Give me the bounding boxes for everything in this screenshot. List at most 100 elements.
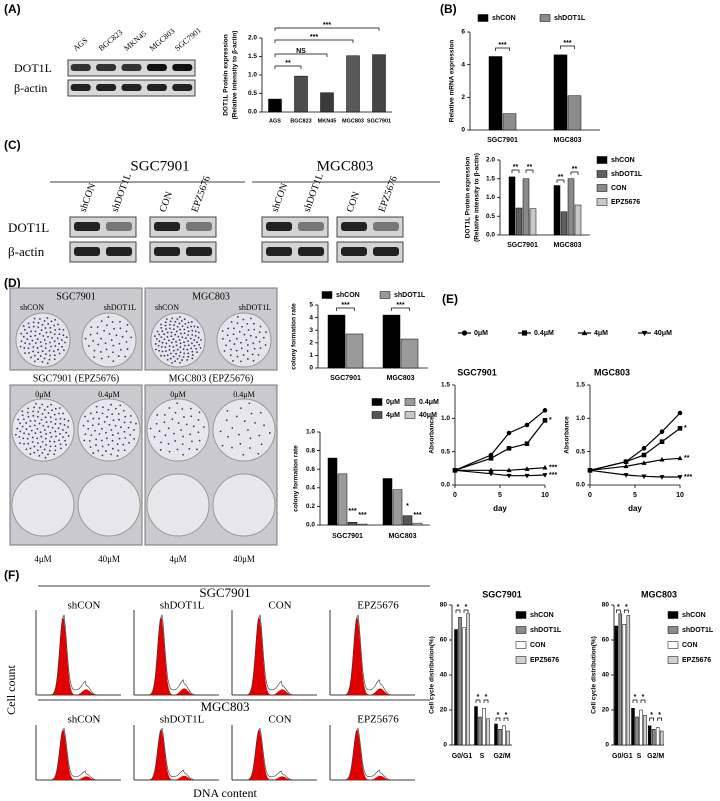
bar <box>502 113 517 131</box>
bar <box>382 478 393 526</box>
colony <box>41 350 44 353</box>
y-tick-label: 0 <box>309 365 313 372</box>
colony <box>243 333 246 336</box>
colony <box>190 415 193 418</box>
colony <box>29 453 32 455</box>
colony <box>191 329 194 332</box>
marker <box>506 446 512 451</box>
marker <box>521 330 528 336</box>
colony <box>166 335 169 338</box>
colony <box>111 413 114 415</box>
bar <box>327 457 338 526</box>
significance-bracket <box>336 307 355 311</box>
colony <box>36 347 39 349</box>
series-line <box>589 457 681 471</box>
colony <box>14 433 17 436</box>
colony <box>54 423 57 425</box>
colony <box>227 435 230 438</box>
colony <box>42 424 45 427</box>
colony <box>251 353 254 356</box>
bar <box>466 613 470 746</box>
marker <box>542 418 548 423</box>
colony <box>191 357 194 360</box>
colony <box>105 431 107 434</box>
y-tick-label: 0.0 <box>306 522 315 529</box>
colony <box>169 327 171 330</box>
colony <box>36 428 39 430</box>
colony <box>58 333 61 336</box>
y-tick-label: 4 <box>461 61 465 68</box>
significance-bracket <box>570 171 579 175</box>
y-tick-label: 3 <box>309 327 313 334</box>
bar <box>400 338 419 369</box>
colony <box>180 320 183 322</box>
colony <box>225 344 227 347</box>
colony <box>51 409 53 412</box>
y-axis-label: colony formation rate <box>291 303 298 370</box>
significance-bracket <box>511 169 520 173</box>
colony <box>129 414 132 417</box>
band <box>96 64 117 71</box>
colony <box>167 339 170 342</box>
colony <box>172 355 175 358</box>
colony <box>39 355 42 357</box>
significance-bracket <box>615 609 621 613</box>
colony <box>259 411 262 414</box>
axis-label: Cell count <box>4 665 18 715</box>
marker <box>623 459 629 464</box>
bar <box>382 314 401 369</box>
colony <box>163 333 166 336</box>
colony <box>24 342 27 345</box>
colony <box>163 421 166 424</box>
colony <box>107 316 110 318</box>
colony <box>25 428 28 430</box>
colony <box>172 345 175 348</box>
colony <box>36 415 39 418</box>
colony <box>233 327 235 330</box>
colony <box>53 413 56 416</box>
marker <box>524 473 530 479</box>
bar <box>482 708 486 746</box>
colony <box>89 446 92 448</box>
marker <box>488 467 494 473</box>
flow-outline <box>236 727 313 781</box>
colony <box>157 344 160 347</box>
colony <box>60 339 63 341</box>
colony <box>51 426 54 429</box>
colony <box>47 412 50 414</box>
y-tick-label: 4 <box>309 314 313 321</box>
colony <box>50 420 52 423</box>
legend-swatch <box>477 14 489 22</box>
flow-peak <box>236 616 313 695</box>
colony <box>111 434 114 436</box>
colony <box>16 427 19 430</box>
colony <box>260 443 263 446</box>
colony <box>40 435 43 438</box>
colony <box>118 437 121 440</box>
annotation: * <box>625 604 628 611</box>
y-tick-label: 1.0 <box>441 415 450 422</box>
x-tick-label: BGC823 <box>290 118 311 124</box>
well <box>146 473 210 537</box>
colony <box>178 322 181 325</box>
colony <box>23 328 26 331</box>
series-line <box>454 419 546 471</box>
annotation: NS <box>296 48 306 55</box>
colony <box>242 354 245 356</box>
well <box>146 398 210 462</box>
colony <box>195 347 197 350</box>
colony <box>42 335 45 337</box>
x-tick-label: MGC803 <box>342 118 364 124</box>
colony <box>164 324 167 327</box>
colony <box>170 352 172 355</box>
marker <box>659 475 665 480</box>
colony <box>95 411 98 414</box>
y-tick-label: 2.0 <box>248 35 257 42</box>
colony <box>114 407 117 410</box>
y-tick-label: 0.2 <box>306 503 315 510</box>
y-tick-label: 0 <box>443 742 447 749</box>
colony <box>56 337 59 340</box>
band <box>70 84 91 91</box>
colony <box>111 321 114 323</box>
colony <box>91 424 94 427</box>
